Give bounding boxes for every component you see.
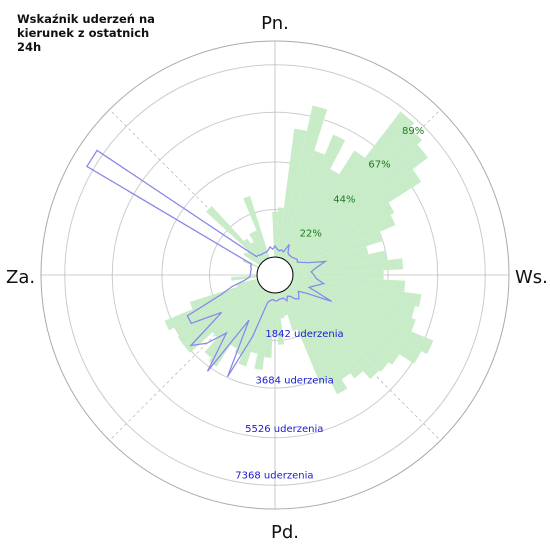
- percent-bar: [287, 287, 380, 380]
- percent-bar: [254, 292, 273, 370]
- percent-bar: [249, 232, 267, 260]
- percent-bar: [243, 252, 261, 266]
- percent-bar: [243, 238, 265, 262]
- percent-bar: [278, 292, 288, 316]
- percent-tick-label: 89%: [402, 126, 424, 137]
- count-line: [85, 149, 333, 378]
- percent-bar: [189, 280, 259, 310]
- percent-bar: [284, 289, 351, 380]
- percent-bar: [292, 277, 422, 307]
- percent-bar: [252, 230, 269, 260]
- direction-label-south: Pd.: [271, 522, 299, 543]
- percent-bar: [247, 251, 262, 265]
- direction-label-west: Za.: [6, 267, 35, 288]
- percent-bar: [204, 288, 265, 358]
- percent-bar: [277, 128, 307, 258]
- percent-bar: [290, 283, 422, 364]
- percent-tick-label: 44%: [333, 195, 355, 206]
- percent-bar: [183, 285, 262, 353]
- count-tick-label: 3684 uderzenia: [255, 376, 333, 387]
- percent-bar: [236, 278, 258, 287]
- percent-bar: [283, 168, 340, 260]
- percent-bar: [278, 105, 328, 258]
- percent-bar: [272, 211, 278, 258]
- percent-bar: [281, 134, 346, 260]
- percent-bar: [292, 258, 404, 275]
- percent-bar: [292, 270, 384, 280]
- percent-tick-label: 67%: [368, 160, 390, 171]
- count-tick-label: 5526 uderzenia: [245, 424, 323, 435]
- percent-bar: [285, 111, 415, 262]
- percent-bar: [272, 292, 278, 332]
- center-circle: [256, 256, 294, 294]
- percent-bar: [288, 285, 389, 372]
- percent-bar: [292, 246, 369, 272]
- percent-tick-label: 22%: [300, 228, 322, 239]
- percent-bar: [234, 290, 269, 356]
- percent-bar: [290, 202, 395, 267]
- percent-bar: [291, 280, 416, 332]
- axis-labels: Pn. Ws. Pd. Za. 22% 44% 67% 89% 1842 uderzen…: [6, 13, 548, 543]
- percent-bar: [283, 290, 348, 395]
- percent-bar: [230, 290, 267, 349]
- count-tick-label: 1842 uderzenia: [265, 329, 343, 340]
- percent-bar: [280, 150, 325, 259]
- percent-bars: [164, 105, 434, 395]
- percent-bar: [208, 289, 266, 367]
- percent-bar: [289, 169, 422, 266]
- percent-bar: [290, 214, 396, 269]
- percent-bar: [231, 275, 258, 281]
- center-hole: [256, 256, 294, 294]
- percent-bar: [289, 284, 400, 365]
- percent-bar: [243, 196, 270, 259]
- percent-bar: [264, 292, 275, 358]
- percent-bar: [292, 278, 415, 319]
- percent-bar: [291, 231, 383, 270]
- percent-bar: [275, 292, 285, 345]
- percent-bar: [288, 144, 429, 265]
- percent-bar: [275, 207, 284, 258]
- percent-bar: [287, 127, 423, 263]
- percent-bar: [292, 275, 406, 293]
- percent-bar: [280, 291, 298, 332]
- percent-bar: [250, 241, 266, 261]
- direction-label-east: Ws.: [515, 267, 548, 288]
- chart-title: Wskaźnik uderzeń na kierunek z ostatnich…: [17, 12, 155, 54]
- percent-bar: [285, 288, 364, 379]
- count-tick-label: 7368 uderzenia: [235, 471, 313, 482]
- percent-bar: [174, 283, 260, 336]
- direction-label-north: Pn.: [261, 13, 289, 34]
- percent-bar: [284, 150, 365, 261]
- percent-bar: [205, 205, 263, 263]
- percent-bar: [281, 290, 330, 384]
- count-line-layer: [85, 149, 333, 378]
- percent-bar: [212, 287, 263, 338]
